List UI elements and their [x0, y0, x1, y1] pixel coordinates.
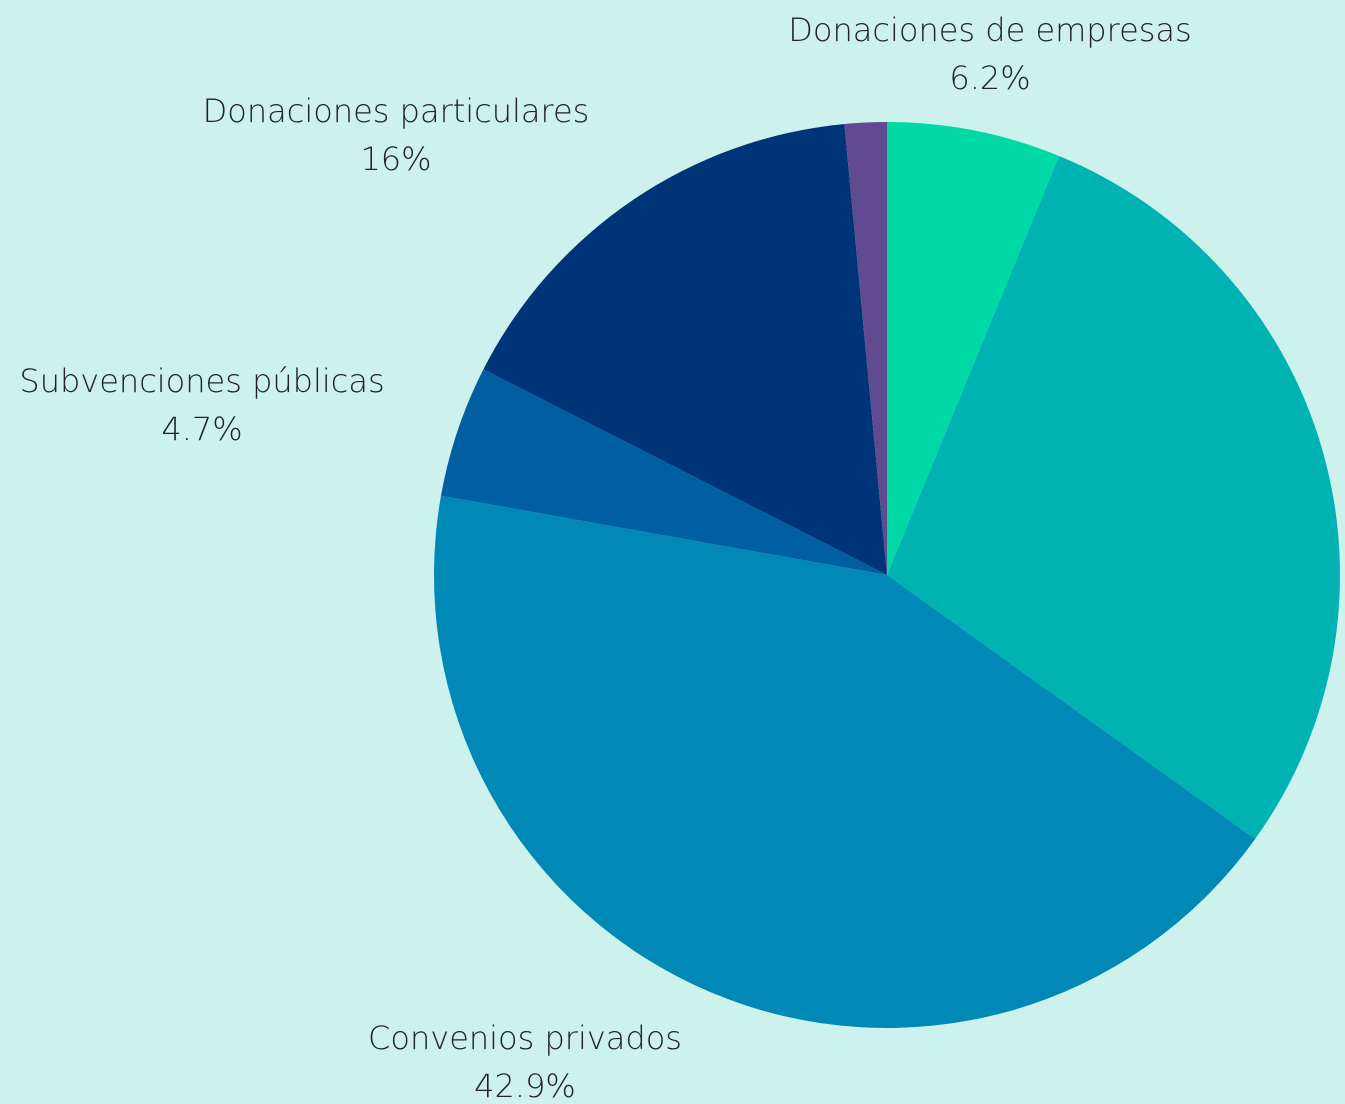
slice-label: Donaciones particulares [203, 92, 590, 130]
slice-value-label: 42.9% [474, 1067, 576, 1104]
slice-value-label: 4.7% [161, 410, 242, 448]
pie-slice [844, 122, 887, 575]
slice-label: Subvenciones públicas [19, 362, 384, 400]
slice-label: Donaciones de empresas [788, 11, 1191, 49]
slice-value-label: 6.2% [949, 59, 1030, 97]
pie-slice [434, 495, 1256, 1029]
pie-slice [483, 124, 887, 575]
slice-value-label: 16% [360, 140, 431, 178]
slice-label: Convenios privados [368, 1019, 682, 1057]
pie-slice [887, 155, 1341, 839]
pie-slice [887, 122, 1060, 575]
pie-slice [440, 369, 887, 575]
